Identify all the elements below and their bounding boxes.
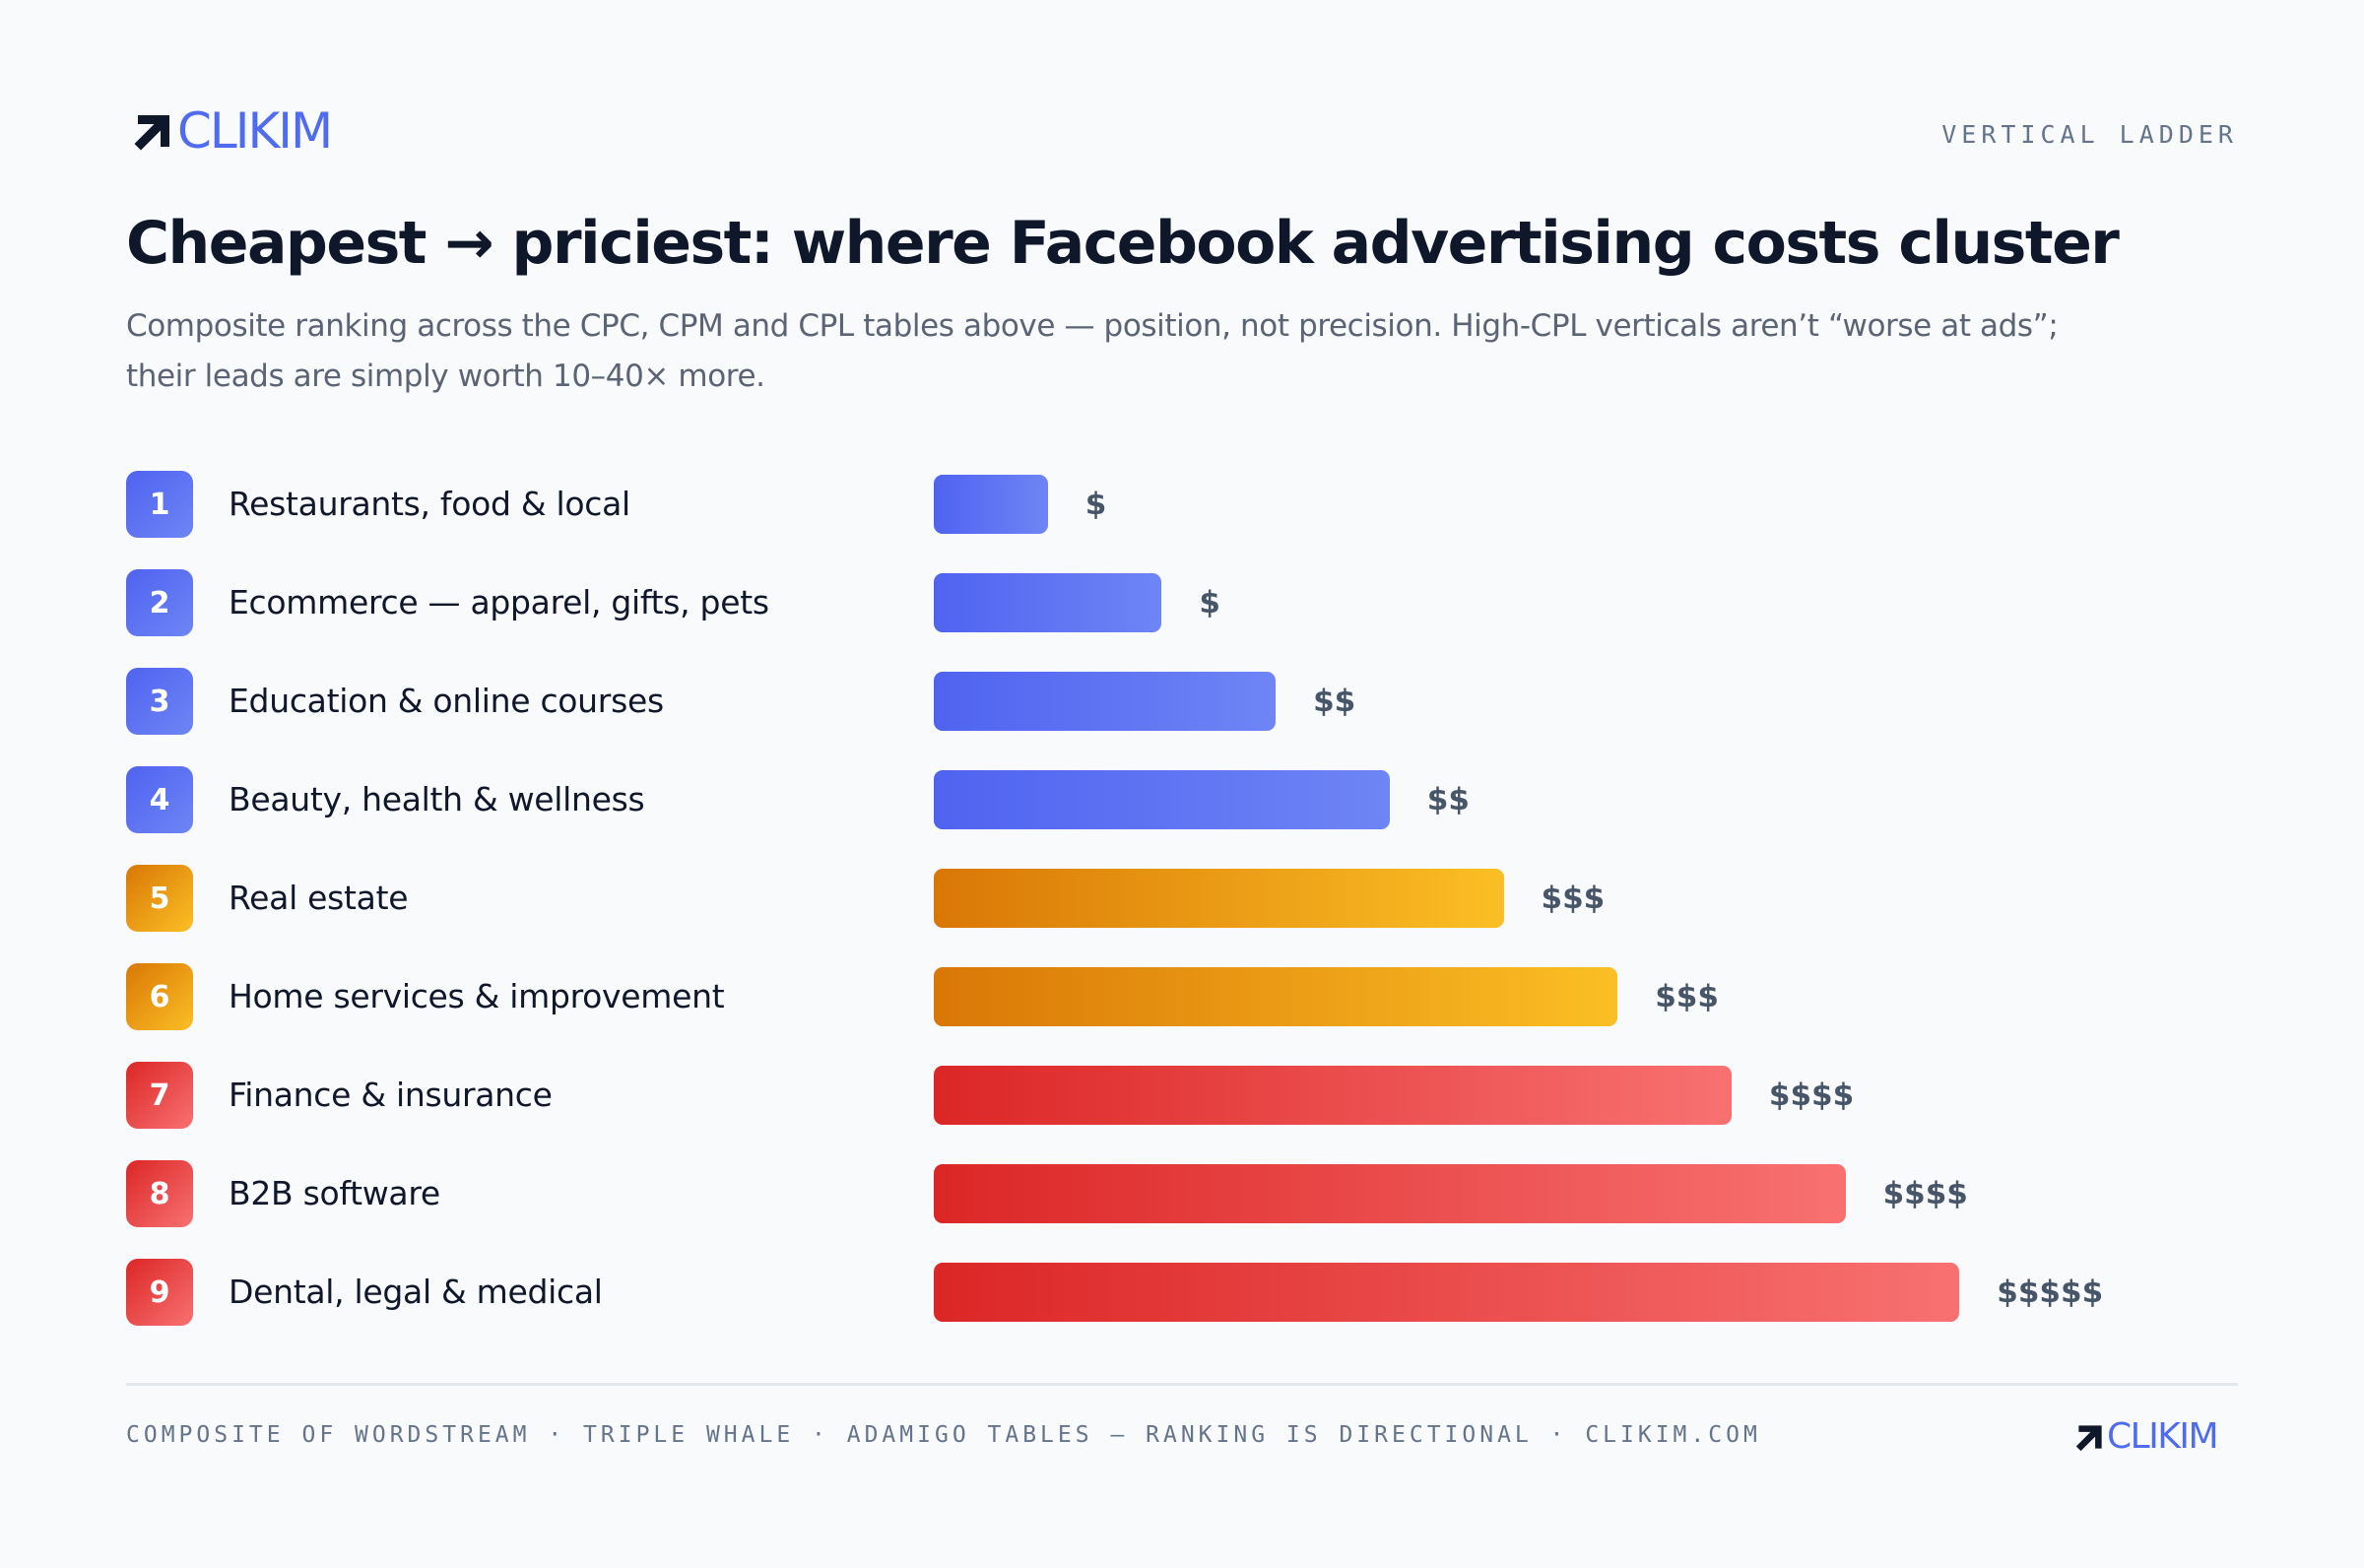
- source-footer: COMPOSITE OF WORDSTREAM · TRIPLE WHALE ·…: [126, 1422, 1761, 1448]
- rank-badge: 6: [126, 963, 193, 1030]
- chart-bar: [934, 475, 1048, 534]
- chart-bar: [934, 770, 1390, 829]
- cost-label: $$$$: [1768, 1078, 1855, 1113]
- rank-badge: 3: [126, 668, 193, 735]
- arrow-up-right-icon: [2075, 1424, 2102, 1451]
- cost-label: $$$$$: [1997, 1274, 2104, 1310]
- chart-row: 2 Ecommerce — apparel, gifts, pets $: [126, 569, 2238, 668]
- brand-wordmark: CLIKIM: [177, 102, 333, 160]
- cost-label: $$$: [1541, 881, 1606, 916]
- cost-label: $$: [1426, 782, 1470, 817]
- brand-logo: CLIKIM: [132, 102, 333, 160]
- chart-bar: [934, 1066, 1732, 1125]
- category-label: Finance & insurance: [229, 1076, 553, 1114]
- cost-label: $: [1084, 487, 1107, 522]
- category-label: Ecommerce — apparel, gifts, pets: [229, 583, 769, 621]
- brand-wordmark-footer: CLIKIM: [2107, 1416, 2219, 1457]
- cost-label: $$$$: [1882, 1176, 1968, 1211]
- chart-row: 3 Education & online courses $$: [126, 668, 2238, 766]
- brand-logo-footer: CLIKIM: [2074, 1416, 2219, 1457]
- category-label: Real estate: [229, 879, 409, 917]
- arrow-up-right-icon: [134, 115, 169, 151]
- chart-row: 6 Home services & improvement $$$: [126, 963, 2238, 1062]
- chart-bar: [934, 1263, 1960, 1322]
- chart-row: 4 Beauty, health & wellness $$: [126, 766, 2238, 865]
- chart-bar: [934, 967, 1618, 1026]
- chart-bar: [934, 573, 1162, 632]
- cost-label: $$: [1313, 684, 1356, 719]
- chart-bar: [934, 1164, 1846, 1223]
- chart-row: 9 Dental, legal & medical $$$$$: [126, 1259, 2238, 1357]
- rank-badge: 8: [126, 1160, 193, 1227]
- footer-divider: [126, 1383, 2238, 1386]
- category-label: Beauty, health & wellness: [229, 780, 645, 818]
- cost-label: $$$: [1655, 979, 1719, 1014]
- rank-badge: 7: [126, 1062, 193, 1129]
- chart-row: 8 B2B software $$$$: [126, 1160, 2238, 1259]
- cost-label: $: [1199, 585, 1220, 621]
- category-label: B2B software: [229, 1174, 440, 1212]
- chart-row: 5 Real estate $$$: [126, 865, 2238, 963]
- category-label: Home services & improvement: [229, 977, 725, 1015]
- category-label: Dental, legal & medical: [229, 1273, 603, 1311]
- section-tag: VERTICAL LADDER: [1941, 120, 2238, 149]
- category-label: Restaurants, food & local: [229, 485, 630, 523]
- rank-badge: 1: [126, 471, 193, 538]
- page-subtitle: Composite ranking across the CPC, CPM an…: [126, 308, 2059, 394]
- rank-badge: 9: [126, 1259, 193, 1326]
- rank-badge: 4: [126, 766, 193, 833]
- chart-row: 1 Restaurants, food & local $: [126, 471, 2238, 569]
- rank-badge: 5: [126, 865, 193, 932]
- category-label: Education & online courses: [229, 682, 664, 720]
- rank-badge: 2: [126, 569, 193, 636]
- page-title: Cheapest → priciest: where Facebook adve…: [126, 209, 2120, 278]
- chart-row: 7 Finance & insurance $$$$: [126, 1062, 2238, 1160]
- ranking-chart: 1 Restaurants, food & local $2 Ecommerce — …: [126, 471, 2238, 1357]
- chart-bar: [934, 869, 1504, 928]
- chart-bar: [934, 672, 1277, 731]
